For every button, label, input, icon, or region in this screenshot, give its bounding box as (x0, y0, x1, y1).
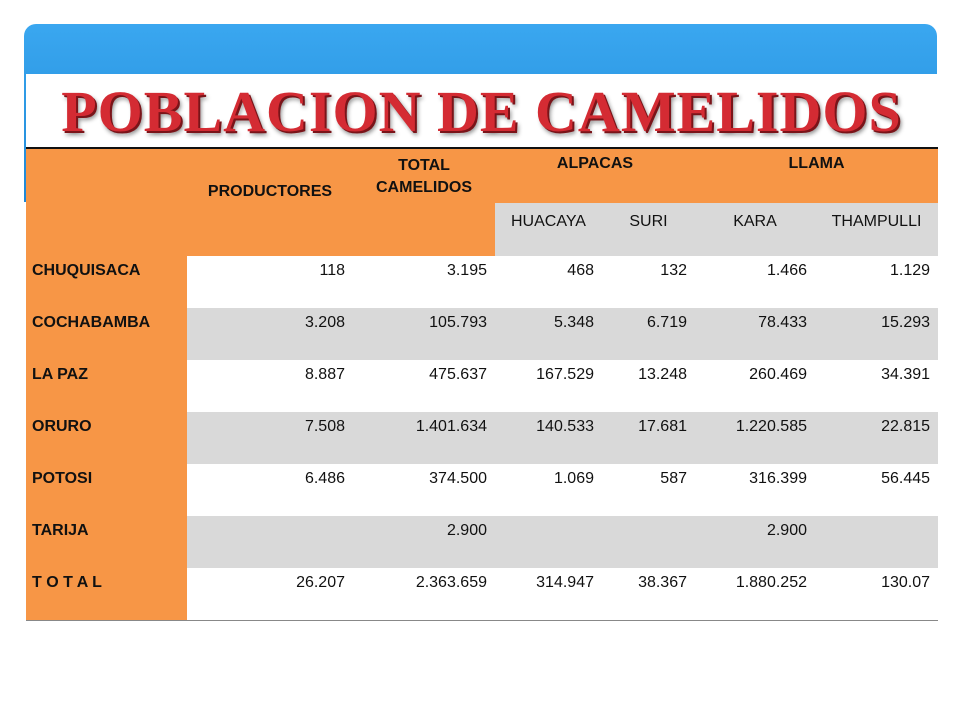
cell-total-camelidos: 3.195 (353, 256, 495, 308)
cell-productores: 118 (187, 256, 353, 308)
cell-thampulli: 130.07 (815, 568, 939, 621)
cell-huacaya: 167.529 (495, 360, 602, 412)
row-label: ORURO (26, 412, 187, 464)
title-strip (26, 74, 937, 148)
table-row: CHUQUISACA 118 3.195 468 132 1.466 1.129 (26, 256, 939, 308)
row-label: LA PAZ (26, 360, 187, 412)
col-header-kara: KARA (695, 203, 815, 256)
cell-kara: 260.469 (695, 360, 815, 412)
row-label: POTOSI (26, 464, 187, 516)
cell-suri: 17.681 (602, 412, 695, 464)
col-header-productores: PRODUCTORES (187, 148, 353, 256)
cell-productores (187, 516, 353, 568)
cell-total-camelidos: 1.401.634 (353, 412, 495, 464)
cell-huacaya: 1.069 (495, 464, 602, 516)
cell-thampulli: 34.391 (815, 360, 939, 412)
cell-huacaya: 314.947 (495, 568, 602, 621)
col-header-alpacas: ALPACAS (495, 148, 695, 203)
cell-thampulli: 22.815 (815, 412, 939, 464)
cell-thampulli (815, 516, 939, 568)
camelid-table: PRODUCTORES TOTAL CAMELIDOS ALPACAS LLAM… (26, 147, 939, 621)
table-row: TARIJA 2.900 2.900 (26, 516, 939, 568)
header-row-1: PRODUCTORES TOTAL CAMELIDOS ALPACAS LLAM… (26, 148, 939, 256)
cell-total-camelidos: 105.793 (353, 308, 495, 360)
col-header-thampulli: THAMPULLI (815, 203, 939, 256)
cell-total-camelidos: 374.500 (353, 464, 495, 516)
table-row: LA PAZ 8.887 475.637 167.529 13.248 260.… (26, 360, 939, 412)
table-row: COCHABAMBA 3.208 105.793 5.348 6.719 78.… (26, 308, 939, 360)
row-label: COCHABAMBA (26, 308, 187, 360)
cell-kara: 1.220.585 (695, 412, 815, 464)
cell-kara: 316.399 (695, 464, 815, 516)
cell-thampulli: 1.129 (815, 256, 939, 308)
cell-kara: 1.880.252 (695, 568, 815, 621)
cell-suri: 38.367 (602, 568, 695, 621)
cell-kara: 78.433 (695, 308, 815, 360)
cell-kara: 2.900 (695, 516, 815, 568)
header-row-2: HUACAYA SURI KARA THAMPULLI (26, 203, 939, 256)
col-header-huacaya: HUACAYA (495, 203, 602, 256)
cell-productores: 8.887 (187, 360, 353, 412)
cell-suri: 132 (602, 256, 695, 308)
cell-suri (602, 516, 695, 568)
cell-productores: 6.486 (187, 464, 353, 516)
cell-total-camelidos: 2.900 (353, 516, 495, 568)
cell-suri: 587 (602, 464, 695, 516)
row-label: CHUQUISACA (26, 256, 187, 308)
cell-huacaya (495, 516, 602, 568)
page-title: POBLACION DE CAMELIDOS (61, 78, 902, 144)
col-header-total-camelidos: TOTAL CAMELIDOS (353, 148, 495, 256)
col-header-suri: SURI (602, 203, 695, 256)
col-header-total-line1: TOTAL (398, 157, 450, 174)
cell-huacaya: 468 (495, 256, 602, 308)
cell-productores: 26.207 (187, 568, 353, 621)
table-row: ORURO 7.508 1.401.634 140.533 17.681 1.2… (26, 412, 939, 464)
cell-thampulli: 15.293 (815, 308, 939, 360)
cell-thampulli: 56.445 (815, 464, 939, 516)
corner-header-cell (26, 148, 187, 256)
col-header-total-line2: CAMELIDOS (376, 179, 472, 196)
cell-productores: 7.508 (187, 412, 353, 464)
cell-kara: 1.466 (695, 256, 815, 308)
cell-huacaya: 5.348 (495, 308, 602, 360)
table-row: POTOSI 6.486 374.500 1.069 587 316.399 5… (26, 464, 939, 516)
total-row: T O T A L 26.207 2.363.659 314.947 38.36… (26, 568, 939, 621)
cell-suri: 6.719 (602, 308, 695, 360)
row-label: T O T A L (26, 568, 187, 621)
cell-productores: 3.208 (187, 308, 353, 360)
cell-total-camelidos: 2.363.659 (353, 568, 495, 621)
cell-suri: 13.248 (602, 360, 695, 412)
cell-huacaya: 140.533 (495, 412, 602, 464)
cell-total-camelidos: 475.637 (353, 360, 495, 412)
col-header-llama: LLAMA (695, 148, 939, 203)
row-label: TARIJA (26, 516, 187, 568)
